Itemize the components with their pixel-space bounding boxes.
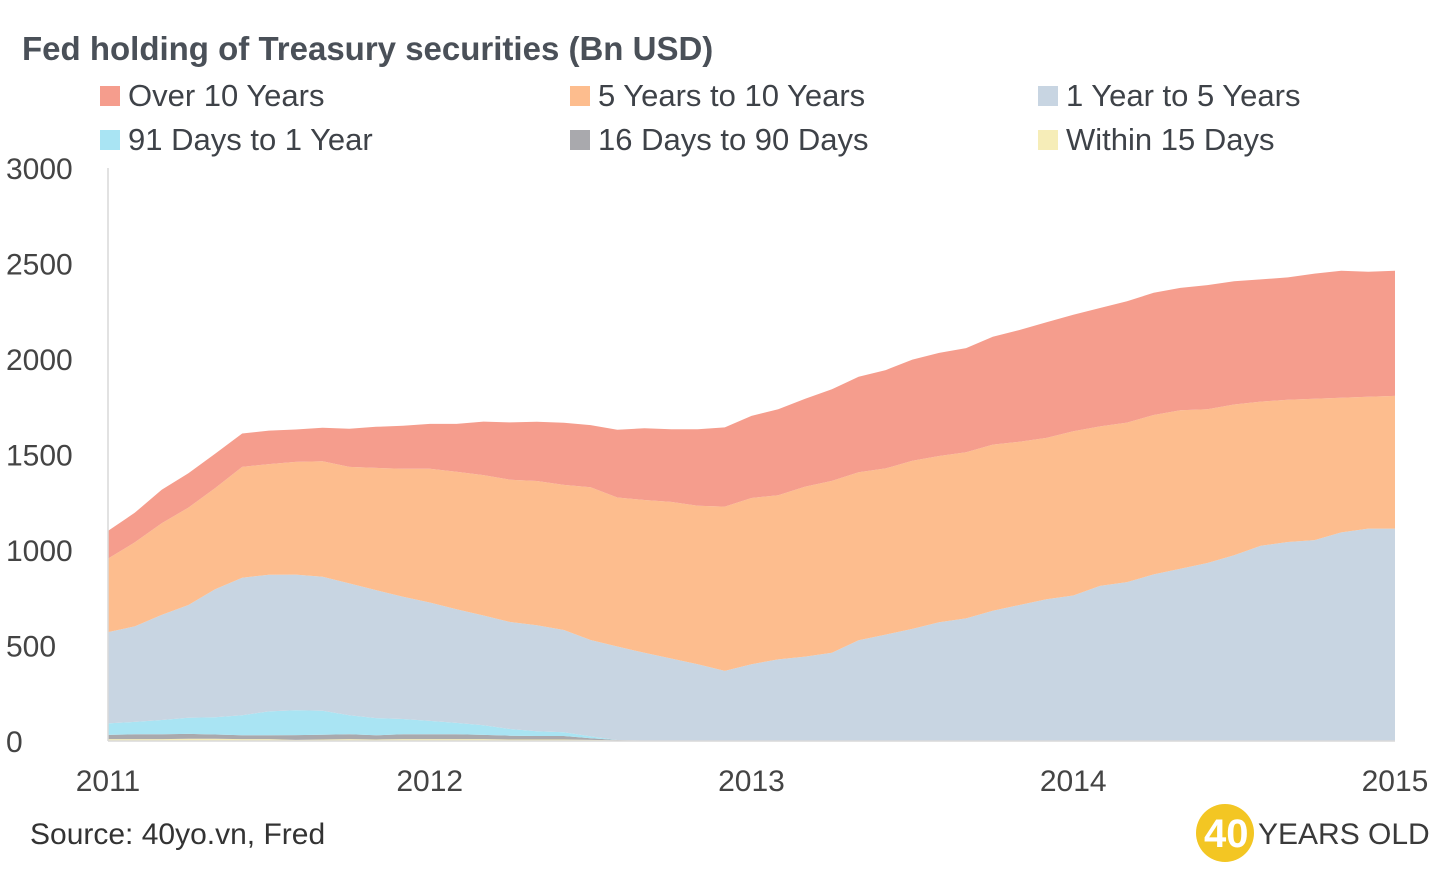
legend-label: 91 Days to 1 Year	[128, 122, 373, 157]
legend-item-16-days-to-90-days: 16 Days to 90 Days	[570, 120, 869, 160]
legend-label: 5 Years to 10 Years	[598, 78, 866, 113]
y-tick-label: 0	[6, 726, 23, 759]
area-series-1-year-to-5-years	[108, 528, 1395, 741]
legend-item-91-days-to-1-year: 91 Days to 1 Year	[100, 120, 373, 160]
y-tick-label: 1500	[6, 440, 73, 473]
chart-title: Fed holding of Treasury securities (Bn U…	[22, 30, 714, 67]
legend-item-within-15-days: Within 15 Days	[1038, 120, 1274, 160]
x-tick-label: 2014	[1040, 765, 1107, 798]
legend-item-1-year-to-5-years: 1 Year to 5 Years	[1038, 76, 1300, 116]
logo-text: YEARS OLD	[1258, 818, 1430, 851]
brand-logo: 40 YEARS OLD	[1196, 804, 1446, 868]
legend-swatch	[100, 86, 120, 106]
legend-label: Over 10 Years	[128, 78, 325, 113]
x-tick-label: 2012	[396, 765, 463, 798]
legend-label: 16 Days to 90 Days	[598, 122, 869, 157]
legend-swatch	[570, 86, 590, 106]
legend-swatch	[1038, 130, 1058, 150]
area-series-5-years-to-10-years	[108, 395, 1395, 671]
area-series-over-10-years	[108, 270, 1395, 559]
y-tick-label: 1000	[6, 535, 73, 568]
logo-circle-icon	[1196, 804, 1254, 862]
area-series-91-days-to-1-year	[108, 710, 1395, 741]
legend-item-5-years-to-10-years: 5 Years to 10 Years	[570, 76, 865, 116]
chart-legend: Over 10 Years 5 Years to 10 Years 1 Year t…	[100, 76, 1440, 166]
x-tick-label: 2015	[1362, 765, 1429, 798]
legend-label: 1 Year to 5 Years	[1066, 78, 1301, 113]
area-series-16-days-to-90-days	[108, 733, 1395, 741]
y-tick-label: 2000	[6, 344, 73, 377]
legend-item-over-10-years: Over 10 Years	[100, 76, 324, 116]
y-tick-label: 500	[6, 631, 56, 664]
x-tick-label: 2013	[718, 765, 785, 798]
y-tick-label: 2500	[6, 249, 73, 282]
source-note: Source: 40yo.vn, Fred	[30, 818, 326, 851]
y-tick-label: 3000	[6, 153, 73, 186]
legend-swatch	[1038, 86, 1058, 106]
legend-swatch	[100, 130, 120, 150]
legend-swatch	[570, 130, 590, 150]
x-tick-label: 2011	[76, 765, 141, 798]
logo-number: 40	[1204, 812, 1249, 856]
legend-label: Within 15 Days	[1066, 122, 1275, 157]
